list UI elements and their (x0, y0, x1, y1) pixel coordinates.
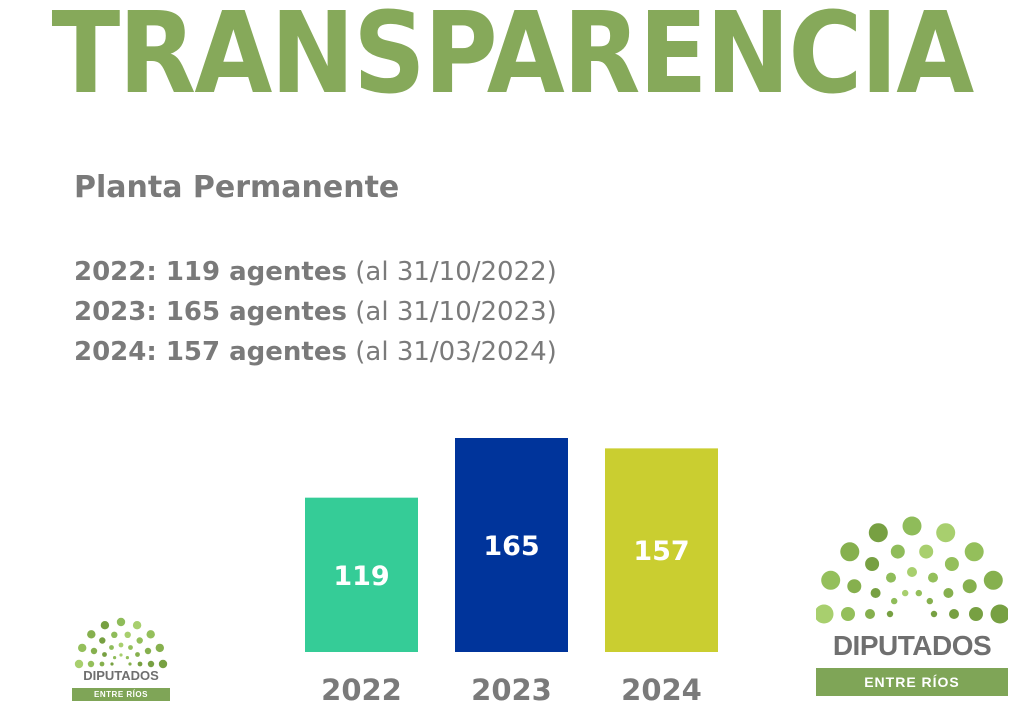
page-title: TRANSPARENCIA (51, 0, 975, 119)
diputados-logo-small: DIPUTADOS ENTRE RÍOS (72, 610, 170, 702)
bar-value-label: 157 (633, 536, 689, 567)
stat-line-2022: 2022: 119 agentes (al 31/10/2022) (74, 252, 557, 292)
stat-value: 2023: 165 agentes (74, 297, 347, 327)
stat-value: 2022: 119 agentes (74, 257, 347, 287)
stat-value: 2024: 157 agentes (74, 337, 347, 367)
subtitle: Planta Permanente (74, 170, 400, 205)
diputados-logo-large: DIPUTADOS ENTRE RÍOS (814, 512, 1010, 698)
logo-name: DIPUTADOS (832, 630, 992, 661)
bar-value-label: 119 (333, 561, 389, 592)
logo-name: DIPUTADOS (83, 668, 159, 683)
bar-2023 (455, 438, 568, 652)
stat-line-2024: 2024: 157 agentes (al 31/03/2024) (74, 332, 557, 372)
stats-list: 2022: 119 agentes (al 31/10/2022) 2023: … (74, 252, 557, 372)
category-label: 2023 (471, 673, 552, 707)
logo-province: ENTRE RÍOS (816, 668, 1008, 696)
stat-line-2023: 2023: 165 agentes (al 31/10/2023) (74, 292, 557, 332)
bar-value-label: 165 (483, 531, 539, 562)
bar-2024 (605, 448, 718, 652)
stat-date: (al 31/10/2022) (346, 257, 557, 287)
bar-2022 (305, 497, 418, 652)
dots-arc-icon (74, 617, 168, 669)
category-label: 2024 (621, 673, 702, 707)
stat-date: (al 31/03/2024) (346, 337, 557, 367)
logo-province: ENTRE RÍOS (72, 688, 170, 701)
dots-arc-icon (814, 516, 1010, 624)
category-label: 2022 (321, 673, 402, 707)
stat-date: (al 31/10/2023) (346, 297, 557, 327)
